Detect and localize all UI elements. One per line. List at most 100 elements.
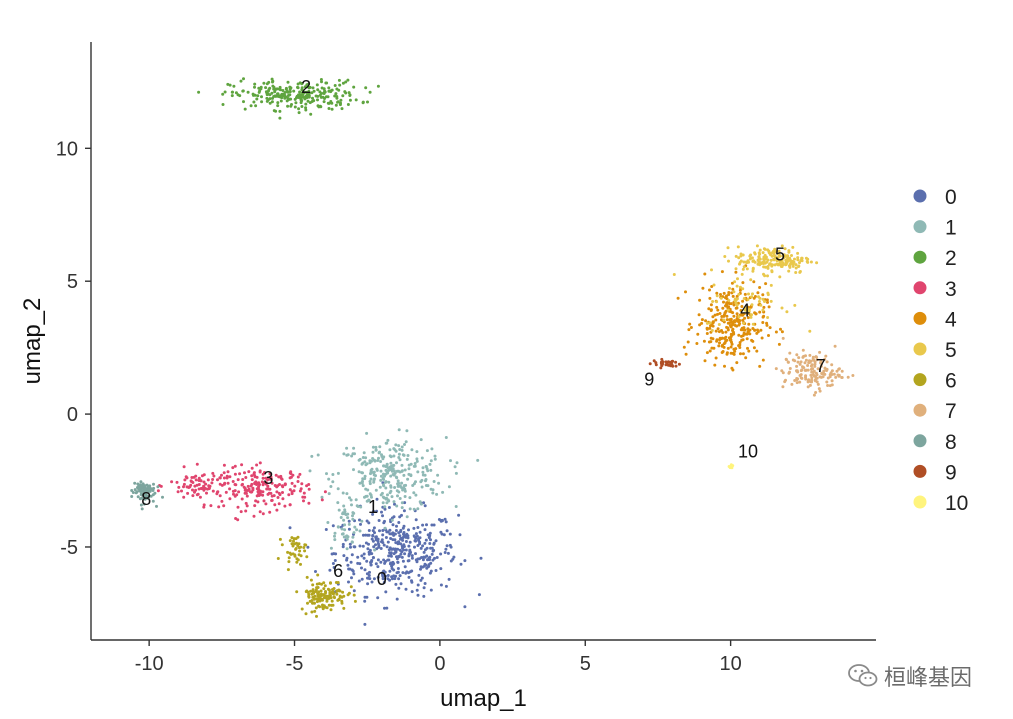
data-point [337, 78, 341, 82]
data-point [342, 554, 346, 558]
data-point [423, 541, 427, 545]
data-point [324, 95, 328, 99]
data-point [245, 494, 249, 498]
data-point [253, 504, 257, 508]
data-point [332, 587, 336, 590]
data-point [346, 78, 350, 82]
data-point [182, 485, 185, 489]
data-point [739, 352, 742, 356]
data-point [251, 486, 255, 490]
data-point [222, 482, 226, 486]
data-point [330, 101, 334, 105]
data-point [757, 295, 760, 299]
data-point [327, 594, 331, 598]
data-point [402, 532, 405, 536]
data-point [344, 535, 348, 539]
data-point [244, 509, 248, 513]
data-point [748, 254, 752, 258]
data-point [437, 518, 441, 521]
data-point [689, 326, 693, 329]
data-point [353, 545, 357, 549]
data-point [290, 536, 294, 540]
data-point [420, 556, 423, 559]
data-point [223, 90, 227, 94]
data-point [294, 537, 298, 541]
legend-swatch [913, 281, 927, 295]
data-point [312, 89, 316, 93]
data-point [316, 94, 320, 98]
data-point [708, 296, 712, 300]
data-point [298, 93, 302, 97]
data-point [735, 303, 739, 307]
data-point [716, 327, 720, 331]
data-point [249, 484, 253, 488]
data-point [358, 562, 362, 566]
data-point [424, 478, 428, 481]
data-point [743, 328, 747, 332]
legend-swatch [913, 403, 927, 417]
data-point [769, 283, 773, 287]
data-point [298, 472, 302, 476]
data-point [252, 93, 255, 97]
data-point [753, 295, 757, 298]
data-point [383, 526, 387, 530]
data-point [386, 530, 390, 534]
data-point [275, 87, 279, 91]
data-point [429, 569, 433, 573]
data-point [363, 495, 366, 499]
data-point [389, 461, 393, 465]
cluster-labels: 0 1 2 3 4 5 6 7 8 9 10 [141, 77, 826, 589]
data-point [330, 107, 334, 111]
x-tick-label: -5 [286, 653, 304, 675]
data-point [750, 338, 754, 342]
data-point [367, 529, 371, 532]
data-point [729, 302, 733, 306]
data-point [329, 485, 333, 488]
data-point [363, 622, 367, 626]
data-point [686, 340, 690, 344]
data-point [307, 501, 311, 505]
data-point [247, 487, 251, 491]
data-point [723, 255, 727, 258]
data-point [654, 363, 658, 367]
data-point [136, 495, 140, 499]
legend-item-1: 1 [913, 217, 957, 240]
data-point [325, 606, 329, 610]
data-point [411, 484, 415, 487]
data-point [790, 382, 794, 386]
data-point [304, 90, 308, 94]
data-point [720, 270, 724, 274]
data-point [396, 479, 400, 483]
data-point [353, 525, 357, 529]
cluster-label-4: 4 [740, 300, 750, 320]
data-point [705, 351, 709, 355]
data-point [319, 589, 323, 593]
data-point [376, 537, 380, 541]
data-point [738, 288, 742, 292]
data-point [333, 559, 337, 562]
legend-label: 8 [945, 431, 957, 454]
data-point [413, 462, 417, 465]
data-point [336, 501, 340, 505]
data-point [197, 487, 201, 491]
data-point [361, 544, 365, 548]
data-point [715, 305, 719, 309]
data-point [677, 362, 681, 366]
cluster-5-points [672, 244, 819, 333]
data-point [261, 490, 265, 494]
data-point [381, 529, 385, 532]
data-point [379, 547, 383, 550]
data-point [479, 556, 483, 560]
data-point [790, 254, 793, 257]
data-point [400, 463, 404, 467]
data-point [313, 601, 316, 605]
data-point [306, 601, 309, 605]
data-point [751, 292, 754, 296]
data-point [705, 332, 709, 335]
data-point [733, 323, 737, 327]
data-point [310, 610, 314, 614]
data-point [388, 569, 392, 573]
data-point [139, 503, 143, 507]
data-point [415, 459, 419, 463]
data-point [804, 358, 808, 362]
